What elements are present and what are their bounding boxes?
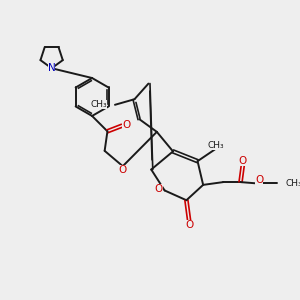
Text: N: N <box>48 63 56 73</box>
Text: O: O <box>185 220 193 230</box>
Text: O: O <box>255 175 263 185</box>
Text: CH₃: CH₃ <box>285 179 300 188</box>
Text: CH₃: CH₃ <box>207 141 224 150</box>
Text: O: O <box>122 120 130 130</box>
Text: O: O <box>238 156 247 166</box>
Text: O: O <box>119 165 127 176</box>
Text: O: O <box>154 184 163 194</box>
Text: CH₃: CH₃ <box>91 100 107 109</box>
